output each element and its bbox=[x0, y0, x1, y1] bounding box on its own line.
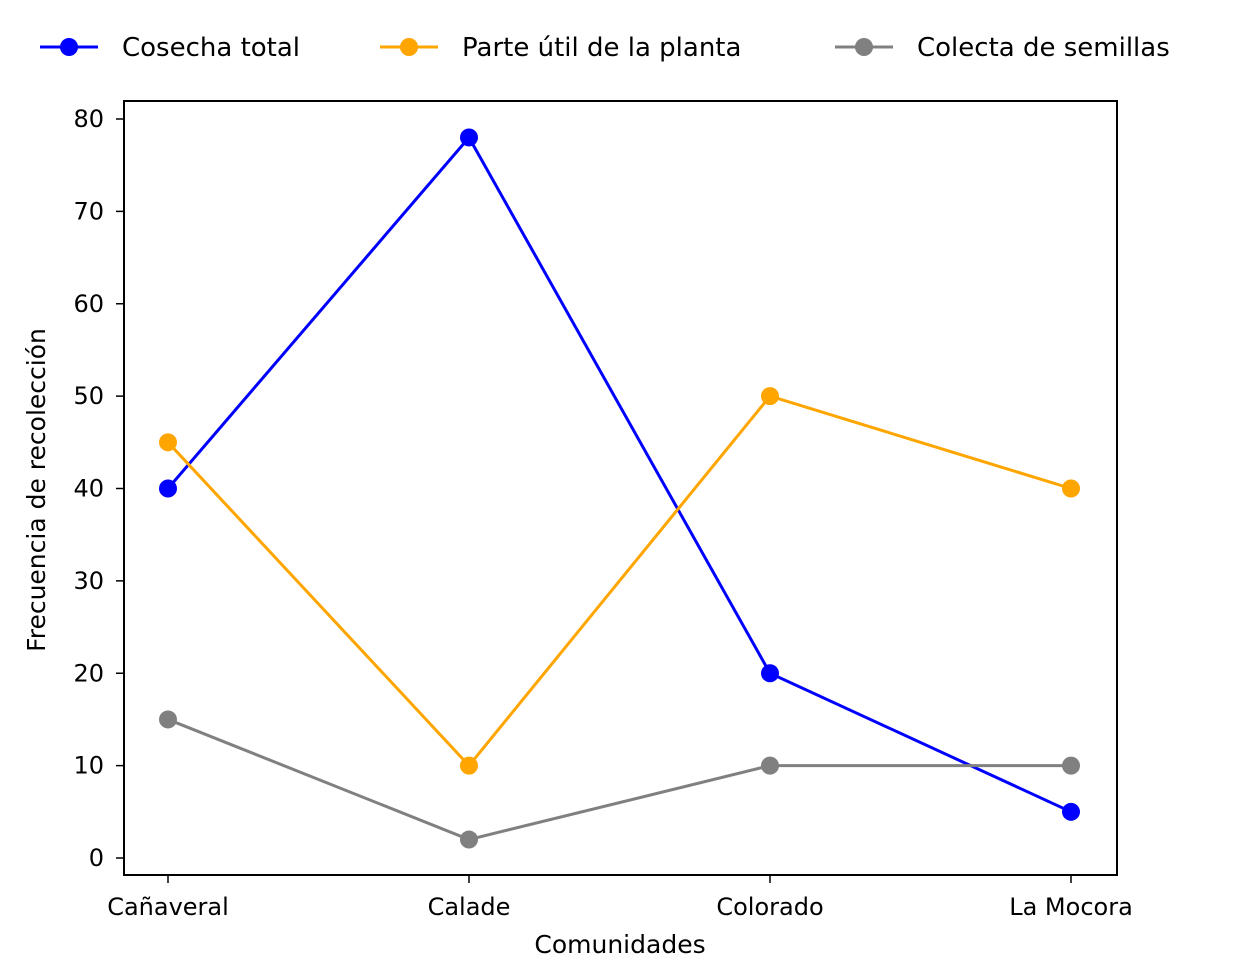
data-point-marker bbox=[159, 479, 177, 498]
series-line bbox=[167, 718, 1071, 842]
y-tick-label: 20 bbox=[73, 659, 104, 687]
x-tick-label: Cañaveral bbox=[107, 893, 229, 921]
y-axis-title: Frecuencia de recolección bbox=[22, 328, 51, 652]
data-point-marker bbox=[159, 710, 177, 729]
series-line bbox=[166, 134, 1072, 814]
series-line bbox=[166, 394, 1072, 768]
x-tick-label: Calade bbox=[428, 893, 511, 921]
y-tick-label: 80 bbox=[73, 105, 104, 133]
legend-marker-icon bbox=[400, 38, 418, 56]
data-point-marker bbox=[1062, 802, 1080, 821]
y-tick-label: 0 bbox=[89, 844, 104, 872]
series-colecta-de-semillas bbox=[159, 710, 1080, 849]
legend-item: Cosecha total bbox=[40, 33, 300, 63]
data-point-marker bbox=[159, 433, 177, 452]
data-point-marker bbox=[460, 128, 478, 147]
y-tick-label: 40 bbox=[73, 475, 104, 503]
data-point-marker bbox=[761, 664, 779, 683]
data-point-marker bbox=[761, 387, 779, 406]
series-parte-til-de-la-planta bbox=[159, 387, 1080, 775]
data-point-marker bbox=[761, 756, 779, 775]
series-lines bbox=[159, 128, 1080, 849]
legend-label: Cosecha total bbox=[122, 33, 300, 63]
data-point-marker bbox=[1062, 479, 1080, 498]
series-cosecha-total bbox=[159, 128, 1080, 821]
y-tick-label: 30 bbox=[73, 567, 104, 595]
legend-marker-icon bbox=[855, 38, 873, 56]
legend-label: Colecta de semillas bbox=[917, 33, 1170, 63]
y-tick-label: 60 bbox=[73, 290, 104, 318]
legend-item: Parte útil de la planta bbox=[380, 33, 741, 63]
y-tick-label: 10 bbox=[73, 752, 104, 780]
legend-item: Colecta de semillas bbox=[835, 33, 1170, 63]
data-point-marker bbox=[460, 756, 478, 775]
data-point-marker bbox=[1062, 756, 1080, 775]
x-tick-label: La Mocora bbox=[1009, 893, 1133, 921]
x-axis: Cañaveral Calade Colorado La Mocora bbox=[107, 875, 1133, 921]
legend: Cosecha total Parte útil de la planta Cole… bbox=[40, 33, 1170, 63]
legend-label: Parte útil de la planta bbox=[462, 33, 741, 63]
x-axis-title: Comunidades bbox=[534, 930, 705, 959]
data-point-marker bbox=[460, 830, 478, 849]
x-tick-label: Colorado bbox=[716, 893, 823, 921]
y-axis: 0 10 20 30 40 50 60 70 80 bbox=[73, 105, 124, 872]
y-tick-label: 50 bbox=[73, 382, 104, 410]
y-tick-label: 70 bbox=[73, 197, 104, 225]
legend-marker-icon bbox=[60, 38, 78, 56]
plot-area bbox=[123, 100, 1118, 876]
